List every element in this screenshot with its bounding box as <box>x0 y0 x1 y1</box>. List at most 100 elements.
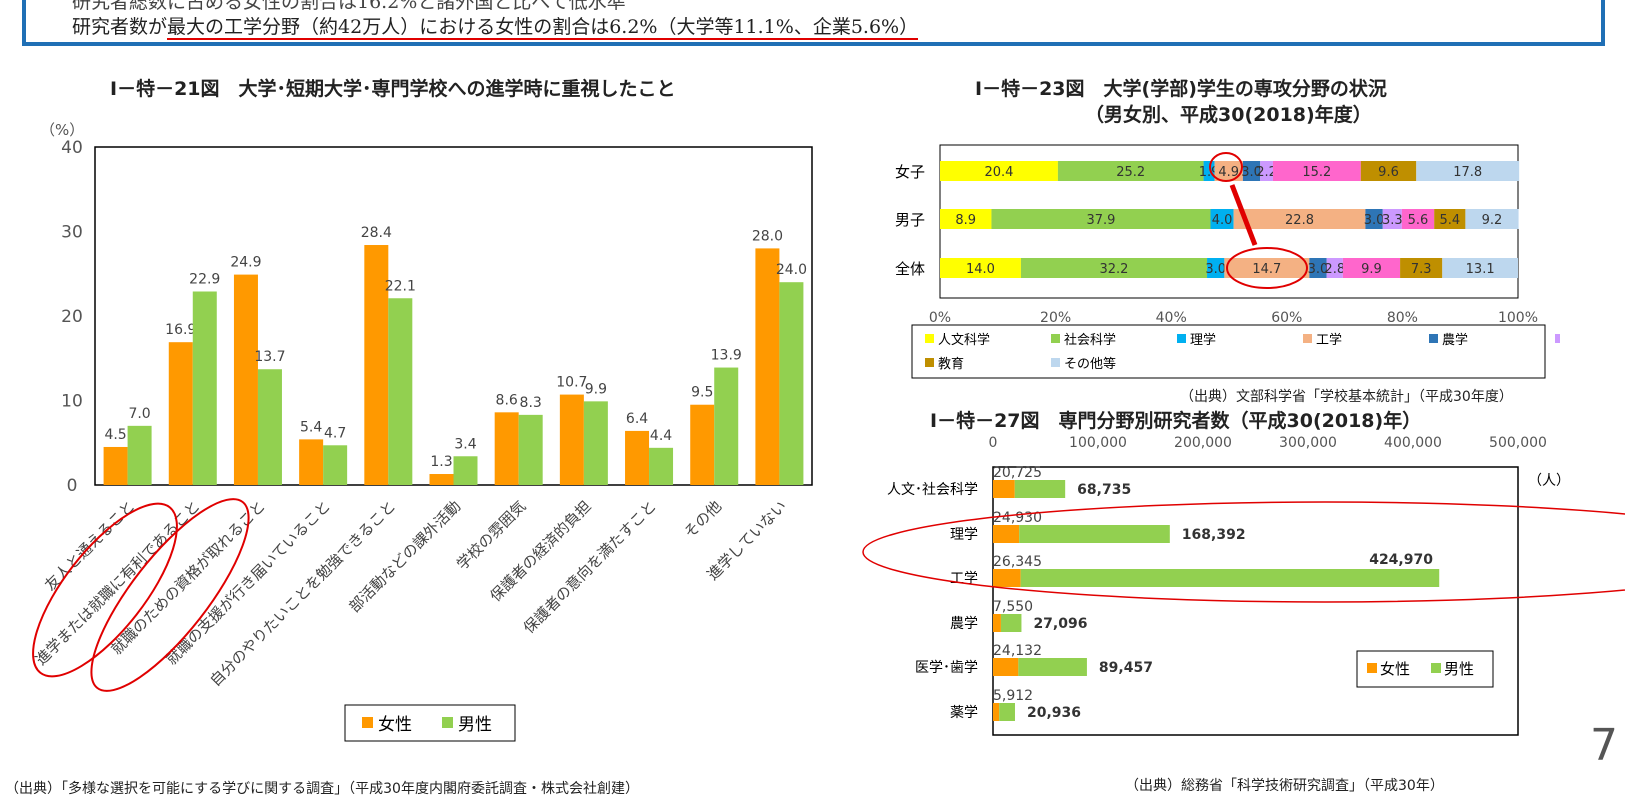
data-label: 9.6 <box>1378 165 1399 180</box>
bar-female <box>233 274 258 485</box>
bar-segment <box>1210 209 1234 229</box>
bar-segment <box>1416 161 1520 181</box>
x-tick-label: 400,000 <box>1384 435 1442 451</box>
legend-swatch <box>1431 663 1441 673</box>
bar-segment <box>940 161 1058 181</box>
annotation-ellipse <box>32 502 178 678</box>
summary-text: 研究者数が <box>72 16 168 38</box>
data-label: 24.9 <box>230 255 261 271</box>
bar-male <box>779 282 804 485</box>
summary-line-1: 研究者総数に占める女性の割合は16.2%と諸外国と比べて低水準 <box>72 0 626 13</box>
chart21-svg: （%）0102030404.57.0友人と通えること16.922.9進学または就… <box>32 121 813 742</box>
legend-label: 理学 <box>1190 332 1216 348</box>
bar-segment <box>1020 258 1208 278</box>
bar-female <box>364 245 389 485</box>
annotation-ellipse <box>862 501 1625 603</box>
female-value-label: 20,725 <box>993 465 1042 481</box>
data-label: 8.3 <box>520 395 542 411</box>
bar-male <box>583 401 608 485</box>
data-label: 9.9 <box>1361 262 1382 277</box>
bar-female <box>993 480 1015 498</box>
legend-swatch <box>1051 334 1060 343</box>
bar-segment <box>1326 258 1343 278</box>
bar-male <box>714 367 739 485</box>
total-value-label: 89,457 <box>1099 660 1153 676</box>
bar-male <box>999 703 1015 721</box>
bar-male <box>453 456 478 485</box>
data-label: 5.6 <box>1408 213 1429 228</box>
data-label: 2.2 <box>1256 165 1277 180</box>
summary-box <box>22 0 1605 46</box>
annotation-arrow <box>1229 184 1258 246</box>
data-label: 3.0 <box>1241 165 1262 180</box>
legend-box <box>911 324 1546 379</box>
bar-segment <box>1309 258 1327 278</box>
bar-female <box>559 394 584 485</box>
data-label: 32.2 <box>1100 262 1129 277</box>
legend-label: 農学 <box>1442 332 1468 348</box>
bar-female <box>993 614 1001 632</box>
legend-label: 男性 <box>458 715 492 735</box>
chart23-subtitle: （男女別、平成30(2018)年度） <box>1085 104 1372 126</box>
data-label: 13.9 <box>711 348 742 364</box>
data-label: 22.1 <box>385 278 416 294</box>
data-label: 5.4 <box>1439 213 1460 228</box>
bar-female <box>993 703 1000 721</box>
x-tick-label: 保護者の意向を満たすこと <box>520 497 660 637</box>
x-tick-label: 200,000 <box>1174 435 1232 451</box>
annotation-ellipse <box>1226 247 1308 289</box>
x-tick-label: 20% <box>1040 310 1071 326</box>
data-label: 37.9 <box>1086 213 1115 228</box>
legend-swatch <box>1177 334 1186 343</box>
bar-segment <box>940 209 992 229</box>
chart21-title: Ⅰ－特－21図 大学･短期大学･専門学校への進学時に重視したこと <box>110 78 676 100</box>
plot-frame <box>992 466 1519 736</box>
x-tick-label: 0 <box>989 435 998 451</box>
bar-female <box>993 569 1021 587</box>
legend-swatch <box>925 358 934 367</box>
category-label: 男子 <box>895 211 925 229</box>
data-label: 3.0 <box>1205 262 1226 277</box>
y-tick-label: 10 <box>61 392 83 412</box>
legend-label: 人文科学 <box>938 332 990 348</box>
category-label: 女子 <box>895 163 925 181</box>
bar-male <box>257 369 282 485</box>
bar-male <box>1019 525 1170 543</box>
legend-swatch <box>925 334 934 343</box>
category-label: 医学･歯学 <box>915 660 978 676</box>
chart27-title: Ⅰ－特－27図 専門分野別研究者数（平成30(2018)年） <box>930 410 1422 432</box>
bar-segment <box>1260 161 1273 181</box>
bar-segment <box>1272 161 1361 181</box>
data-label: 14.0 <box>966 262 995 277</box>
legend-label: 女性 <box>378 715 412 735</box>
data-label: 3.3 <box>1382 213 1403 228</box>
legend-swatch <box>442 717 453 728</box>
bar-segment <box>991 209 1211 229</box>
legend-label: 工学 <box>1316 332 1342 348</box>
legend-swatch <box>1303 334 1312 343</box>
bar-segment <box>1360 161 1417 181</box>
legend-label: 教育 <box>938 356 964 372</box>
total-value-label: 20,936 <box>1027 705 1081 721</box>
bar-male <box>127 425 152 485</box>
total-value-label: 424,970 <box>1369 552 1433 568</box>
total-value-label: 68,735 <box>1077 482 1131 498</box>
bar-segment <box>1442 258 1518 278</box>
data-label: 6.4 <box>626 411 648 427</box>
legend-box <box>1356 650 1494 688</box>
legend-swatch <box>1367 663 1377 673</box>
female-value-label: 7,550 <box>993 599 1033 615</box>
bar-female <box>755 248 780 485</box>
bar-female <box>993 525 1020 543</box>
chart23-svg: 女子 20.4 25.2 1.94.9 3.02.2 15.2 9.6 17.8男子 8.9 37… <box>895 144 1560 379</box>
x-tick-label: 80% <box>1387 310 1418 326</box>
bar-segment <box>1214 161 1243 181</box>
x-tick-label: 60% <box>1271 310 1302 326</box>
total-value-label: 27,096 <box>1033 616 1087 632</box>
legend-box <box>344 704 516 742</box>
data-label: 9.5 <box>691 385 713 401</box>
bar-male <box>1014 480 1066 498</box>
bar-segment <box>1233 209 1366 229</box>
data-label: 17.8 <box>1453 165 1482 180</box>
female-value-label: 26,345 <box>993 554 1042 570</box>
